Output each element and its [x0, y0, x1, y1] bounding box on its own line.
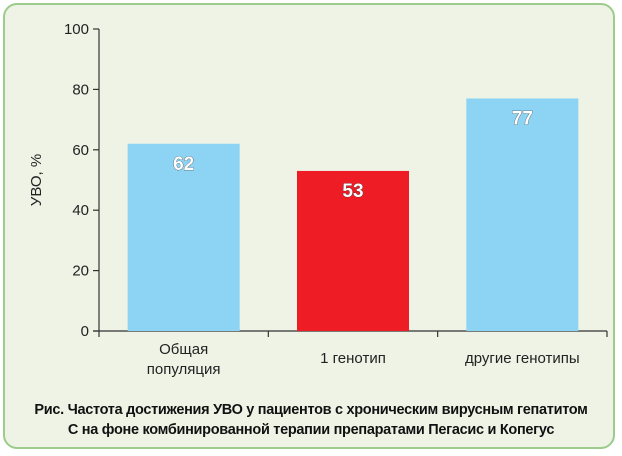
- category-label: 1 генотип: [320, 350, 386, 367]
- bar: [466, 98, 579, 332]
- bar: [297, 170, 409, 331]
- category-label: популяция: [147, 361, 221, 378]
- caption-line-2: С на фоне комбинированной терапии препар…: [67, 422, 555, 438]
- bar: [127, 143, 240, 331]
- y-tick-label: 40: [72, 202, 89, 219]
- y-tick-label: 0: [81, 323, 89, 340]
- y-tick-label: 20: [72, 263, 89, 280]
- figure-caption: Рис. Частота достижения УВО у пациентов …: [0, 400, 622, 440]
- y-tick-label: 80: [72, 81, 89, 98]
- y-axis-label: УВО, %: [28, 154, 45, 206]
- data-label: 53: [342, 181, 363, 202]
- caption-line-1: Рис. Частота достижения УВО у пациентов …: [34, 402, 588, 418]
- y-tick-label: 100: [64, 21, 89, 38]
- category-label: Общая: [159, 341, 208, 358]
- y-tick-label: 60: [72, 142, 89, 159]
- data-label: 62: [173, 154, 194, 175]
- category-label: другие генотипы: [465, 350, 580, 367]
- data-label: 77: [512, 108, 533, 129]
